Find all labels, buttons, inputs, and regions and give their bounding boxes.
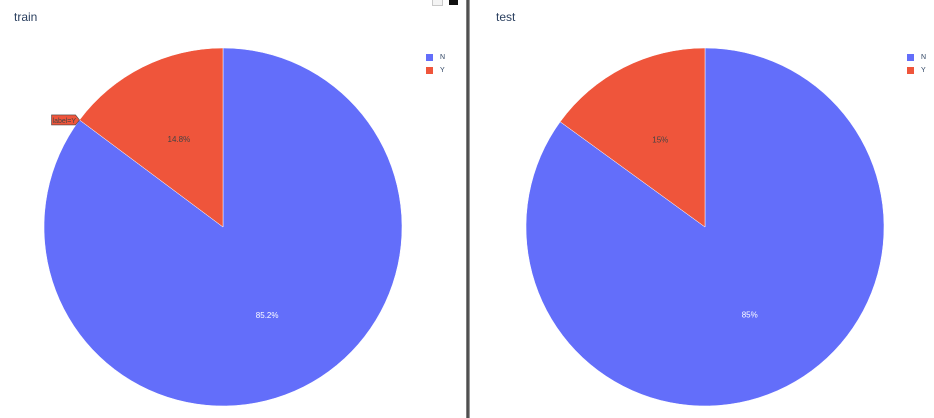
camera-icon[interactable] [432,0,443,6]
legend-swatch-n [426,54,433,61]
slice-label-n: 85.2% [256,311,279,320]
legend-swatch-n [907,54,914,61]
hover-label: label=Y [51,114,80,126]
legend: N Y [907,51,926,77]
legend-item-y[interactable]: Y [426,64,445,77]
pie-slice-n[interactable] [525,47,885,407]
slice-label-y: 14.8% [168,135,191,144]
legend-label: Y [921,67,926,74]
slice-label-n: 85% [742,311,758,320]
pie-slice-y[interactable] [559,47,706,228]
legend-swatch-y [907,67,914,74]
panel-divider [466,0,470,418]
legend-swatch-y [426,67,433,74]
chart-panel-train: train 85.2% 14.8% label=Y N Y [0,0,466,418]
pie-slice-y[interactable] [79,47,224,228]
pie-chart-train: 85.2% 14.8% label=Y [43,47,403,407]
chart-title: test [496,10,516,24]
legend-label: Y [440,67,445,74]
pie-chart-test: 85% 15% [525,47,885,407]
legend: N Y [426,51,445,77]
modebar [432,0,458,6]
plotly-logo-icon[interactable] [449,0,458,5]
legend-label: N [921,54,927,61]
svg-text:label=Y: label=Y [53,118,77,125]
slice-label-y: 15% [652,135,668,144]
legend-item-n[interactable]: N [907,51,926,64]
legend-item-y[interactable]: Y [907,64,926,77]
legend-item-n[interactable]: N [426,51,445,64]
chart-panel-test: test 85% 15% N Y [470,0,934,418]
legend-label: N [440,54,446,61]
chart-title: train [14,10,38,24]
